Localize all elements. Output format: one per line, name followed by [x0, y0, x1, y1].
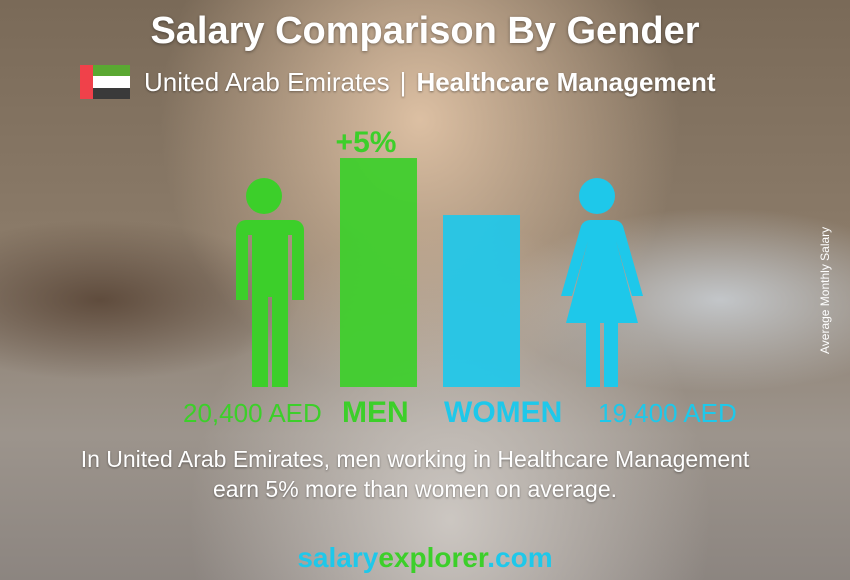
- women-salary-value: 19,400 AED: [598, 398, 737, 428]
- difference-label: +5%: [336, 126, 397, 159]
- country-label: United Arab Emirates: [144, 66, 390, 97]
- separator: |: [399, 66, 407, 97]
- men-label: MEN: [342, 396, 409, 429]
- bar-women: [443, 215, 520, 387]
- description: In United Arab Emirates, men working in …: [0, 444, 830, 504]
- subtitle: United Arab Emirates | Healthcare Manage…: [80, 64, 716, 100]
- uae-flag-icon: [80, 65, 130, 99]
- brand-part-1: salary: [297, 542, 379, 573]
- job-label: Healthcare Management: [416, 66, 716, 97]
- men-salary-value: 20,400 AED: [183, 398, 322, 428]
- description-line-1: In United Arab Emirates, men working in …: [80, 446, 750, 472]
- brand-part-3: .com: [487, 542, 553, 573]
- man-icon: [234, 178, 304, 387]
- women-label: WOMEN: [444, 396, 563, 429]
- woman-icon: [561, 178, 643, 387]
- y-axis-label: Average Monthly Salary: [818, 226, 832, 354]
- page-title: Salary Comparison By Gender: [150, 10, 700, 52]
- brand-part-2: explorer: [378, 542, 488, 573]
- bar-men: [340, 158, 417, 387]
- description-line-2: earn 5% more than women on average.: [212, 476, 618, 502]
- brand-link[interactable]: salaryexplorer.com: [0, 542, 850, 574]
